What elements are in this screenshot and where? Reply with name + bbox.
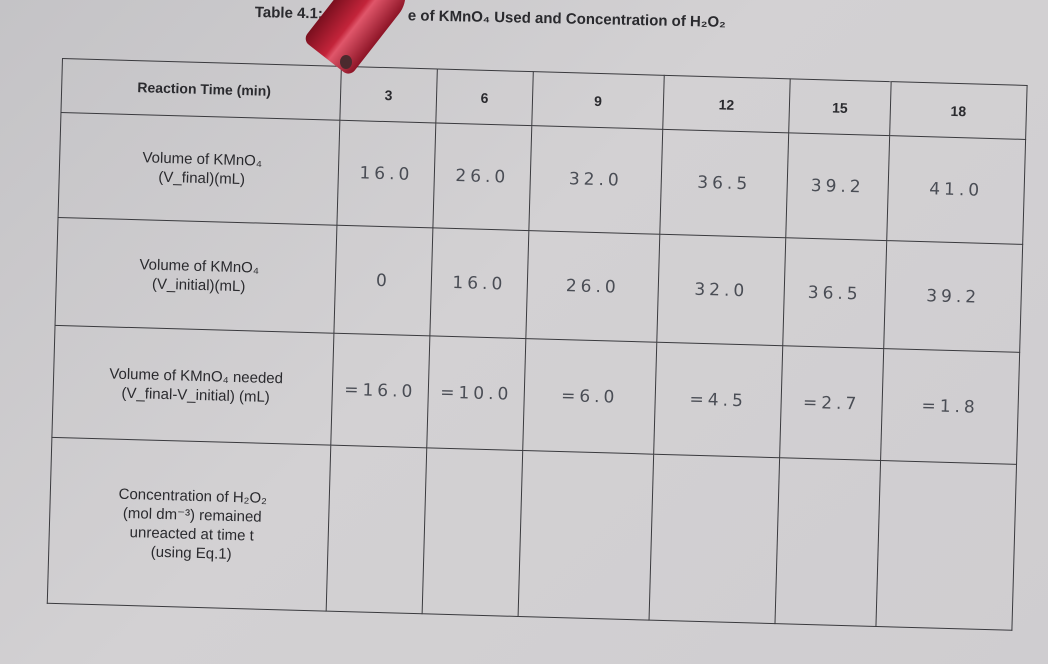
cell <box>875 460 1017 631</box>
data-table: Reaction Time (min) 3 6 9 12 15 18 Volum… <box>47 58 1028 631</box>
cell <box>518 450 654 621</box>
cell: 32.0 <box>528 125 663 235</box>
row-label: Volume of KMnO₄ needed (V_final-V_initial… <box>51 325 334 446</box>
time-header: 3 <box>339 66 438 123</box>
cell: 26.0 <box>432 122 532 231</box>
cell <box>326 445 427 614</box>
cell: =1.8 <box>880 348 1020 465</box>
cell: 39.2 <box>883 240 1023 353</box>
cell: 36.5 <box>659 129 789 238</box>
cell: =2.7 <box>779 345 884 461</box>
caption-title: e of KMnO₄ Used and Concentration of H₂O… <box>407 7 726 31</box>
cell: =10.0 <box>426 335 526 451</box>
cell: =4.5 <box>653 342 783 458</box>
cell: 16.0 <box>429 227 529 339</box>
cell: 26.0 <box>525 230 660 343</box>
time-header: 9 <box>531 71 665 130</box>
header-label: Reaction Time (min) <box>60 58 342 121</box>
cell: =6.0 <box>522 338 657 455</box>
row-label: Concentration of H₂O₂ (mol dm⁻³) remained… <box>47 437 331 612</box>
time-header: 15 <box>788 78 892 136</box>
pen-tip <box>340 55 352 69</box>
cell: 41.0 <box>886 135 1026 245</box>
time-header: 6 <box>435 68 534 126</box>
cell: 39.2 <box>785 132 890 241</box>
time-header: 12 <box>662 75 791 133</box>
cell: 16.0 <box>336 120 436 228</box>
table-row: Concentration of H₂O₂ (mol dm⁻³) remained… <box>47 437 1017 631</box>
cell <box>422 447 523 617</box>
cell: =16.0 <box>330 333 430 448</box>
cell <box>649 454 780 624</box>
caption-label: Table 4.1: <box>254 4 324 23</box>
data-table-wrapper: Reaction Time (min) 3 6 9 12 15 18 Volum… <box>47 58 1028 631</box>
row-label: Volume of KMnO₄ (V_initial)(mL) <box>55 217 337 334</box>
cell: 0 <box>333 225 433 336</box>
row-label: Volume of KMnO₄ (V_final)(mL) <box>58 112 340 226</box>
time-header: 18 <box>889 81 1028 140</box>
cell: 32.0 <box>656 234 786 346</box>
cell: 36.5 <box>782 237 887 349</box>
cell <box>774 457 881 627</box>
